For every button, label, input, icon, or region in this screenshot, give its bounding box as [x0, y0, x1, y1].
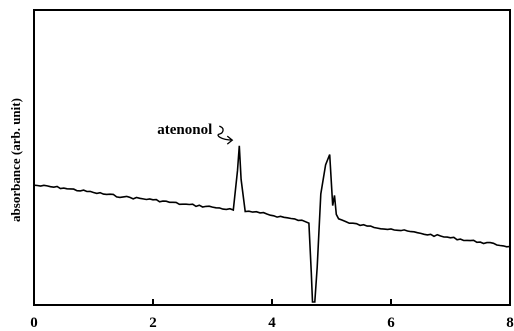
- x-tick-label-0: 0: [30, 315, 38, 331]
- atenonol-arrow: [217, 125, 234, 145]
- x-tick-label-8: 8: [506, 315, 514, 331]
- absorbance-signal-line: [33, 145, 511, 303]
- x-tick-label-4: 4: [268, 315, 276, 331]
- x-tick-label-6: 6: [387, 315, 395, 331]
- y-axis-label: absorbance (arb. unit): [8, 98, 23, 222]
- x-tick-label-2: 2: [149, 315, 157, 331]
- atenonol-annotation: atenonol: [157, 122, 212, 138]
- plot-frame: [33, 9, 511, 306]
